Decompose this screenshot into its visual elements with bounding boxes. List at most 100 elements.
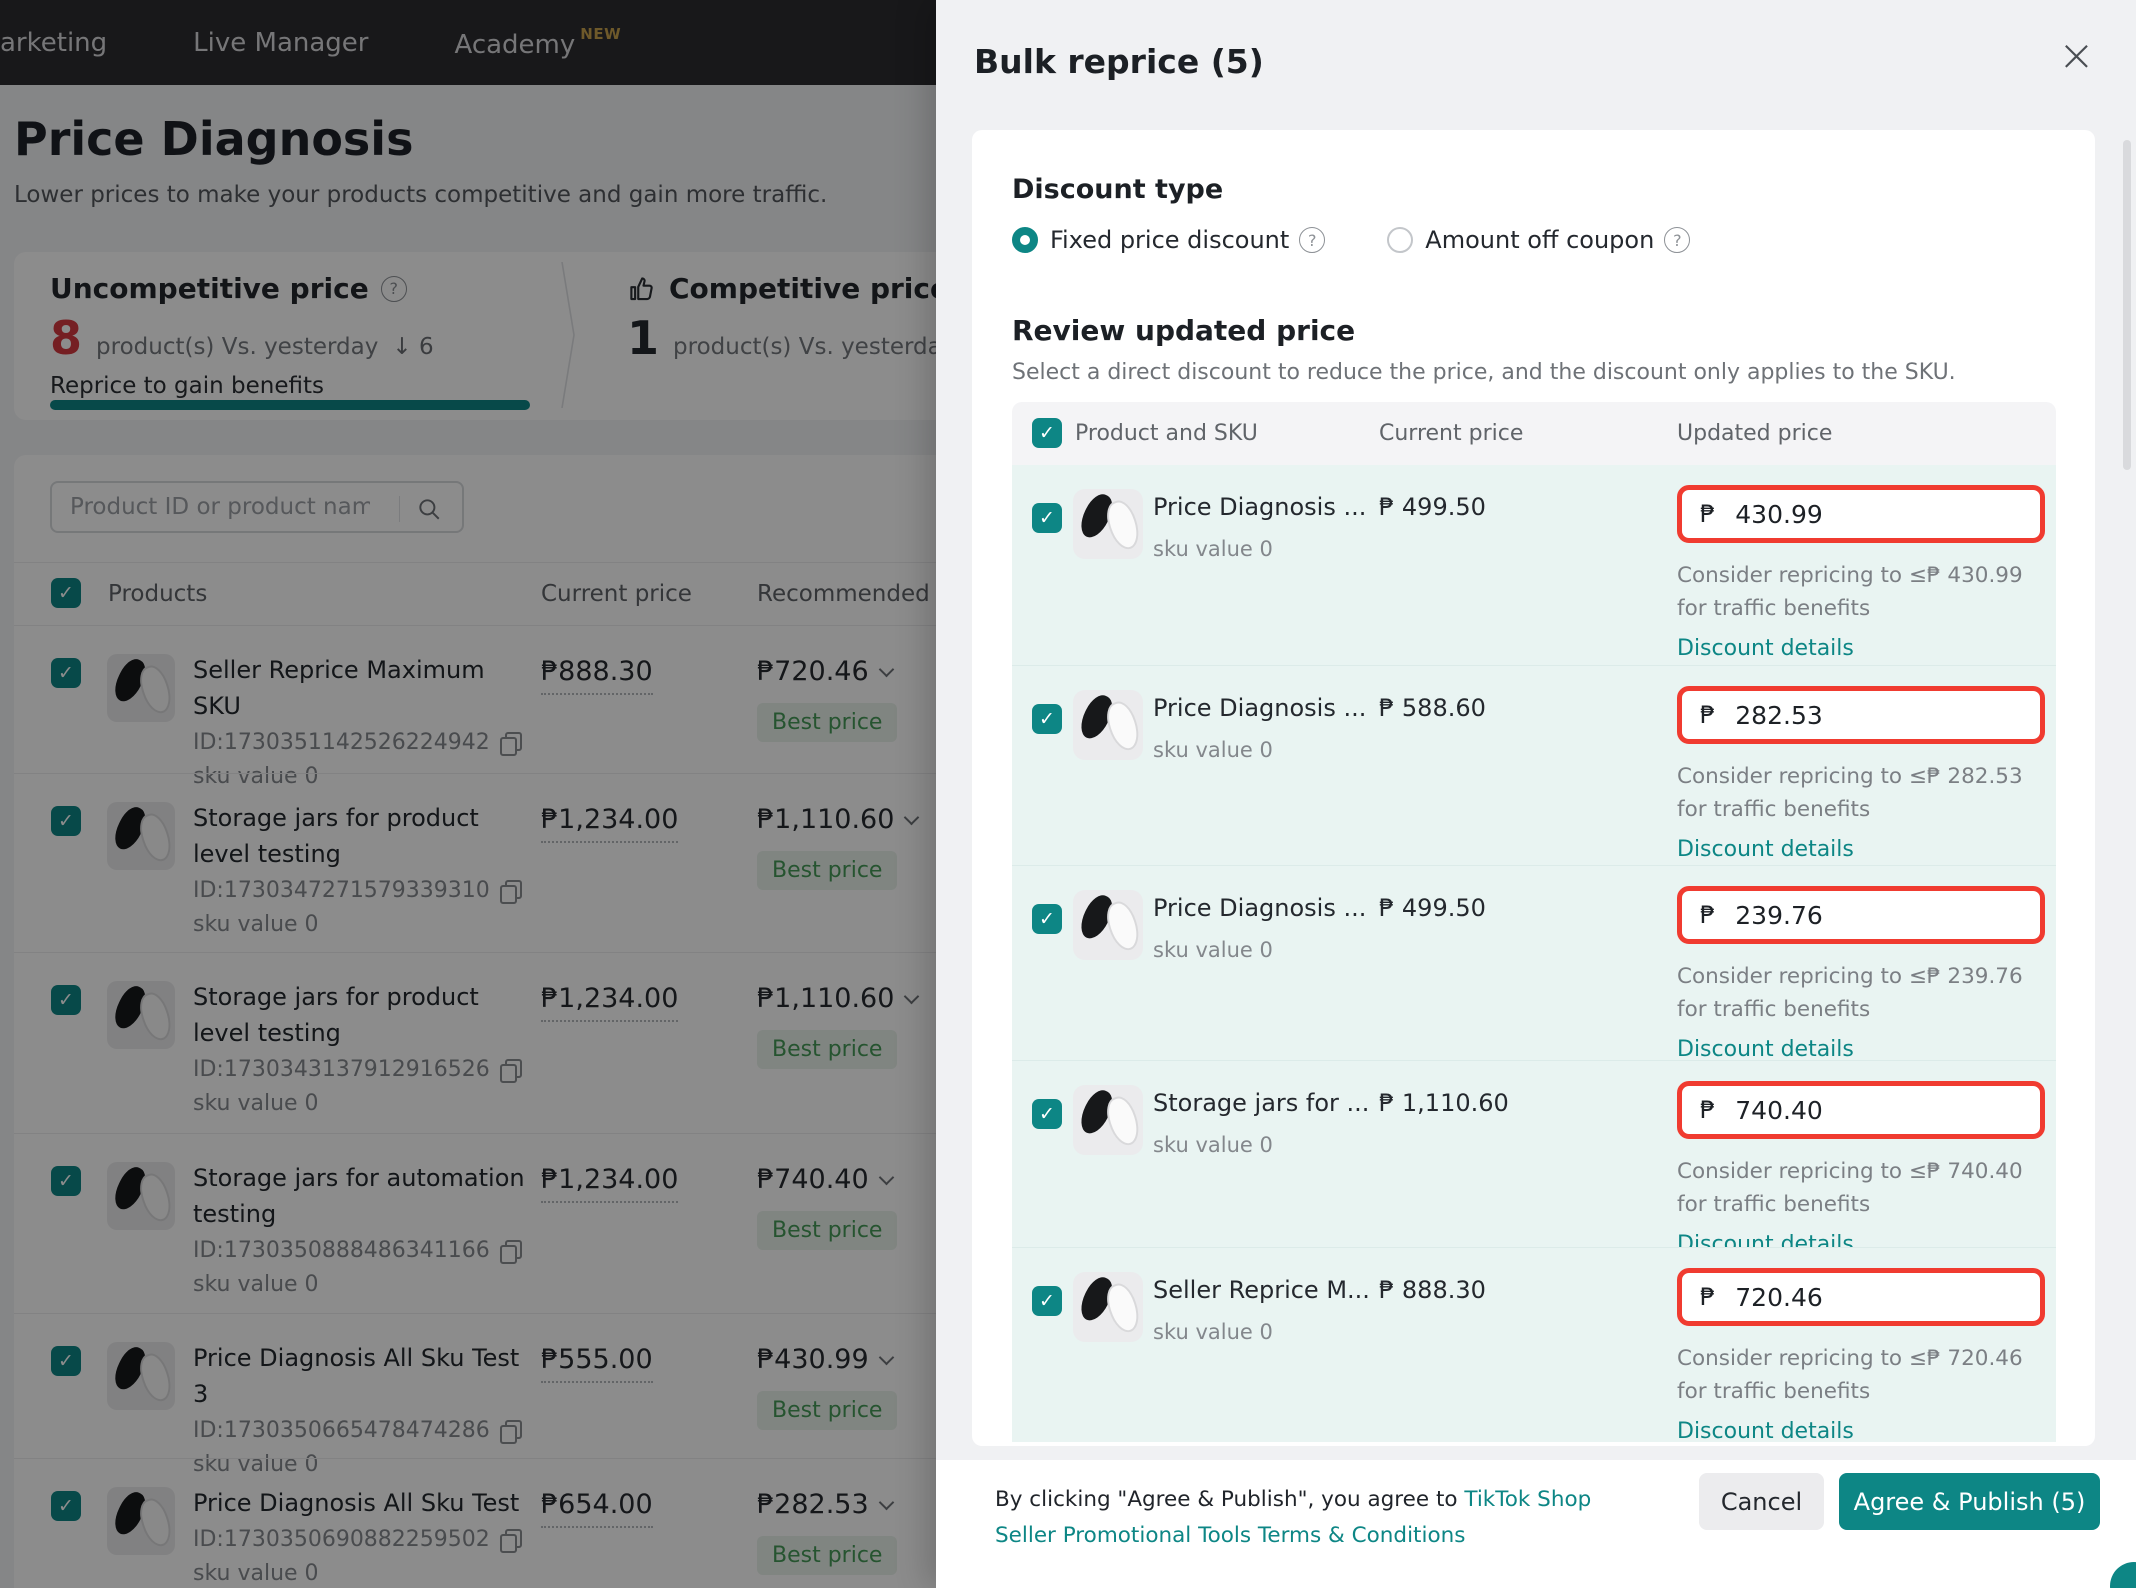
table-row: ✓ Storage jars for automation testing ID… <box>14 1133 1574 1313</box>
select-all-checkbox[interactable]: ✓ <box>1032 418 1062 448</box>
discount-type-heading: Discount type <box>1012 174 1224 205</box>
product-name: Price Diagnosis All Sku Test 3 <box>193 1344 520 1408</box>
table-row: ✓ Seller Reprice Maximum SKU ID:17303511… <box>14 625 1574 789</box>
updated-price-input[interactable] <box>1735 1282 1976 1312</box>
sku-value: sku value 0 <box>193 1091 319 1116</box>
row-checkbox[interactable]: ✓ <box>1032 904 1062 934</box>
fixed-price-discount-label: Fixed price discount <box>1050 226 1290 254</box>
updated-price-field[interactable]: ₱ <box>1677 886 2045 944</box>
terms-link[interactable]: TikTok Shop Seller Promotional Tools Ter… <box>995 1487 1592 1548</box>
question-icon[interactable]: ? <box>1664 227 1691 253</box>
discount-details-link[interactable]: Discount details <box>1677 636 1854 661</box>
updated-price-input[interactable] <box>1735 499 1976 529</box>
discount-details-link[interactable]: Discount details <box>1677 1037 1854 1062</box>
uncompetitive-tab[interactable]: Uncompetitive price ? 8 product(s) Vs. y… <box>50 272 434 399</box>
reprice-row: ✓ Seller Reprice M... sku value 0 ₱ 888.… <box>1012 1247 2056 1444</box>
row-checkbox[interactable]: ✓ <box>1032 1099 1062 1129</box>
updated-price-input[interactable] <box>1735 700 1976 730</box>
row-checkbox[interactable]: ✓ <box>51 806 81 836</box>
reprice-hint: Consider repricing to ≤₱ 720.46 for traf… <box>1677 1346 2023 1404</box>
current-price: ₱654.00 <box>541 1489 653 1528</box>
product-image <box>1073 890 1143 960</box>
reprice-hint: Consider repricing to ≤₱ 740.40 for traf… <box>1677 1159 2023 1217</box>
table-row: ✓ Storage jars for product level testing… <box>14 773 1574 952</box>
active-tab-indicator <box>50 400 530 410</box>
row-checkbox[interactable]: ✓ <box>51 985 81 1015</box>
product-image <box>107 654 175 722</box>
nav-item-live-manager[interactable]: Live Manager <box>193 27 369 58</box>
column-current-price: Current price <box>541 581 692 607</box>
recommended-price: ₱1,110.60 <box>757 983 895 1014</box>
currency-symbol: ₱ <box>1700 1096 1716 1124</box>
updated-price-input[interactable] <box>1735 900 1976 930</box>
updated-price-field[interactable]: ₱ <box>1677 1081 2045 1139</box>
table-row: ✓ Price Diagnosis All Sku Test ID:173035… <box>14 1458 1574 1588</box>
agreement-text: By clicking "Agree & Publish", you agree… <box>995 1487 1592 1548</box>
radio-fixed-price-discount[interactable] <box>1012 227 1038 253</box>
uncompetitive-label: Uncompetitive price <box>50 272 369 305</box>
down-arrow-icon: ↓ <box>392 334 412 360</box>
copy-icon[interactable] <box>499 879 522 904</box>
column-products: Products <box>108 581 208 607</box>
discount-details-link[interactable]: Discount details <box>1677 1419 1854 1444</box>
current-price: ₱1,234.00 <box>541 804 679 843</box>
row-checkbox[interactable]: ✓ <box>51 1166 81 1196</box>
current-price: ₱ 588.60 <box>1379 694 1486 722</box>
row-checkbox[interactable]: ✓ <box>51 1346 81 1376</box>
current-price: ₱1,234.00 <box>541 1164 679 1203</box>
reprice-row: ✓ Price Diagnosis ... sku value 0 ₱ 499.… <box>1012 465 2056 665</box>
nav-item-marketing[interactable]: arketing <box>0 27 108 58</box>
copy-icon[interactable] <box>499 1239 522 1264</box>
question-icon[interactable]: ? <box>380 275 407 302</box>
sku-value: sku value 0 <box>1153 537 1273 561</box>
reprice-hint: Consider repricing to ≤₱ 239.76 for traf… <box>1677 964 2023 1022</box>
close-icon[interactable]: × <box>2058 30 2095 81</box>
product-id: ID:1730350665478474286 <box>193 1418 490 1443</box>
product-name: Storage jars for ... <box>1153 1089 1370 1117</box>
copy-icon[interactable] <box>499 1528 522 1553</box>
product-name: Price Diagnosis ... <box>1153 493 1367 521</box>
copy-icon[interactable] <box>499 731 522 756</box>
new-badge: NEW <box>580 25 622 43</box>
row-checkbox[interactable]: ✓ <box>51 1491 81 1521</box>
sku-value: sku value 0 <box>193 912 319 937</box>
cancel-button[interactable]: Cancel <box>1699 1473 1824 1530</box>
row-checkbox[interactable]: ✓ <box>1032 704 1062 734</box>
updated-price-field[interactable]: ₱ <box>1677 485 2045 543</box>
sku-value: sku value 0 <box>1153 738 1273 762</box>
product-image <box>1073 1085 1143 1155</box>
updated-price-input[interactable] <box>1735 1095 1976 1125</box>
scrollbar[interactable] <box>2123 140 2131 470</box>
product-image <box>107 981 175 1049</box>
agree-publish-button[interactable]: Agree & Publish (5) <box>1839 1473 2100 1530</box>
row-checkbox[interactable]: ✓ <box>51 658 81 688</box>
reprice-row: ✓ Storage jars for ... sku value 0 ₱ 1,1… <box>1012 1060 2056 1257</box>
row-checkbox[interactable]: ✓ <box>1032 503 1062 533</box>
product-name: Price Diagnosis ... <box>1153 894 1367 922</box>
product-image <box>107 802 175 870</box>
current-price: ₱ 499.50 <box>1379 894 1486 922</box>
product-image <box>1073 1272 1143 1342</box>
nav-item-academy[interactable]: Academy NEW <box>454 25 622 60</box>
currency-symbol: ₱ <box>1700 1283 1716 1311</box>
row-checkbox[interactable]: ✓ <box>1032 1286 1062 1316</box>
search-icon[interactable] <box>416 496 442 522</box>
copy-icon[interactable] <box>499 1419 522 1444</box>
updated-price-field[interactable]: ₱ <box>1677 1268 2045 1326</box>
reprice-table-header: ✓ Product and SKU Current price Updated … <box>1012 402 2056 465</box>
select-all-checkbox[interactable]: ✓ <box>51 578 81 608</box>
updated-price-field[interactable]: ₱ <box>1677 686 2045 744</box>
sku-value: sku value 0 <box>193 764 319 789</box>
sku-value: sku value 0 <box>1153 1320 1273 1344</box>
product-search[interactable] <box>50 481 464 533</box>
product-image <box>1073 489 1143 559</box>
uncompetitive-count: 8 <box>50 311 83 365</box>
search-input[interactable] <box>70 483 370 531</box>
product-name: Price Diagnosis ... <box>1153 694 1367 722</box>
stats-divider <box>559 261 577 412</box>
question-icon[interactable]: ? <box>1299 227 1326 253</box>
radio-amount-off-coupon[interactable] <box>1387 227 1414 253</box>
discount-details-link[interactable]: Discount details <box>1677 837 1854 862</box>
copy-icon[interactable] <box>499 1058 522 1083</box>
